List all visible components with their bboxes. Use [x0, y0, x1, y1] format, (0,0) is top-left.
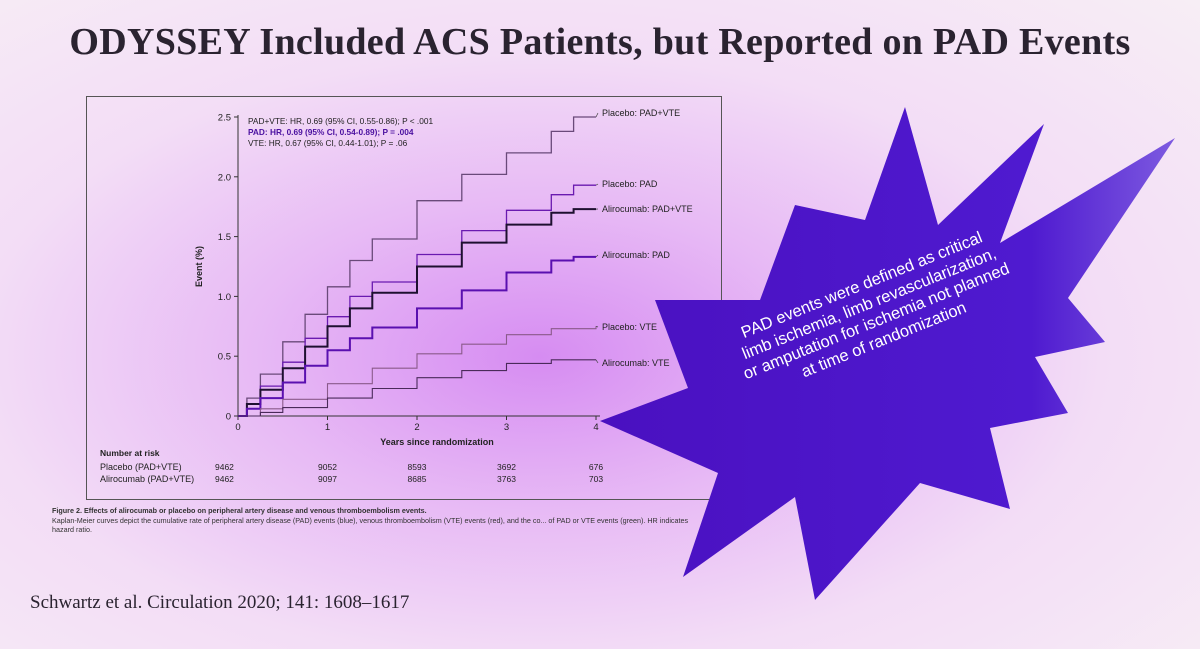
series-label: Alirocumab: PAD+VTE: [602, 204, 693, 214]
series-line: [238, 326, 597, 417]
series-label: Placebo: PAD+VTE: [602, 108, 680, 118]
y-tick-label: 2.0: [218, 172, 231, 183]
x-axis-label: Years since randomization: [380, 437, 494, 447]
series-leader: [595, 112, 599, 118]
risk-value: 676: [589, 462, 603, 472]
risk-value: 3763: [497, 474, 516, 484]
y-axis-label: Event (%): [194, 246, 204, 287]
risk-row-label: Placebo (PAD+VTE): [100, 462, 182, 472]
risk-value: 9462: [215, 474, 234, 484]
x-tick-label: 0: [235, 422, 240, 433]
series-leader: [595, 254, 599, 258]
risk-value: 8685: [408, 474, 427, 484]
hr-annotation: VTE: HR, 0.67 (95% CI, 0.44-1.01); P = .…: [248, 138, 408, 148]
y-tick-label: 1.5: [218, 232, 231, 243]
series-leader: [595, 359, 599, 364]
risk-value: 8593: [408, 462, 427, 472]
y-tick-label: 1.0: [218, 292, 231, 303]
risk-value: 3692: [497, 462, 516, 472]
risk-value: 9462: [215, 462, 234, 472]
x-tick-label: 3: [504, 422, 509, 433]
series-label: Placebo: PAD: [602, 179, 658, 189]
figure-frame: [86, 96, 722, 500]
y-tick-label: 2.5: [218, 113, 231, 124]
series-line: [238, 255, 596, 417]
series-label: Alirocumab: PAD: [602, 250, 670, 260]
figure-caption: Figure 2. Effects of alirocumab or place…: [52, 506, 692, 535]
y-tick-label: 0: [226, 412, 231, 423]
citation: Schwartz et al. Circulation 2020; 141: 1…: [30, 592, 410, 613]
series-line: [238, 208, 596, 417]
y-tick-label: 0.5: [218, 352, 231, 363]
series-leader: [595, 325, 599, 328]
hr-annotation: PAD+VTE: HR, 0.69 (95% CI, 0.55-0.86); P…: [248, 116, 433, 126]
slide-title: ODYSSEY Included ACS Patients, but Repor…: [69, 21, 1131, 63]
series-label: Alirocumab: VTE: [602, 358, 670, 368]
series-line: [238, 116, 596, 417]
x-tick-label: 1: [325, 422, 330, 433]
series-leader: [595, 183, 599, 186]
risk-table-title: Number at risk: [100, 448, 160, 458]
series-line: [238, 359, 596, 417]
risk-value: 9052: [318, 462, 337, 472]
series-line: [238, 184, 596, 417]
risk-row-label: Alirocumab (PAD+VTE): [100, 474, 194, 484]
x-tick-label: 4: [593, 422, 598, 433]
hr-annotation: PAD: HR, 0.69 (95% CI, 0.54-0.89); P = .…: [248, 127, 414, 137]
risk-value: 9097: [318, 474, 337, 484]
risk-value: 703: [589, 474, 603, 484]
caption-body: Kaplan-Meier curves depict the cumulativ…: [52, 515, 689, 535]
series-label: Placebo: VTE: [602, 322, 657, 332]
caption-title: Figure 2. Effects of alirocumab or place…: [52, 506, 427, 515]
starburst-callout: [600, 107, 1175, 600]
x-tick-label: 2: [414, 422, 419, 433]
